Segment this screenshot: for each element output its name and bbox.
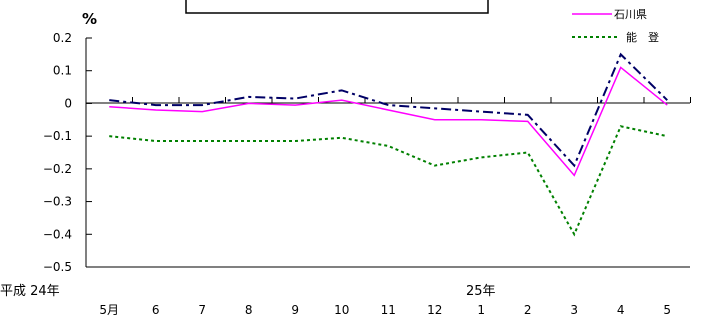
legend-label-noto: 能 登 <box>626 30 659 44</box>
legend-label-ishikawa: 石川県 <box>614 8 647 21</box>
series-lines <box>109 52 668 237</box>
y-tick-label: 0.2 <box>53 31 72 45</box>
x-tick-label: 11 <box>381 303 396 317</box>
x-tick-label: 12 <box>427 303 442 317</box>
series-line-2 <box>109 52 668 168</box>
y-tick-label: −0.2 <box>43 162 72 176</box>
x-tick-label: 5 <box>663 303 671 317</box>
y-tick-label: −0.4 <box>43 227 72 241</box>
x-tick-label: 4 <box>617 303 625 317</box>
x-tick-label: 8 <box>245 303 253 317</box>
legend: 石川県 能 登 <box>572 8 659 44</box>
series-line-1 <box>109 125 668 237</box>
x-tick-label: 2 <box>524 303 532 317</box>
x-labels: 5月 6 7 8 9 10 11 12 1 2 3 4 5 <box>99 303 671 317</box>
y-tick-label: −0.3 <box>43 195 72 209</box>
unit-label: % <box>82 10 97 28</box>
y-tick-label: 0 <box>64 96 72 110</box>
year-label: 25年 <box>466 284 496 299</box>
y-tick-label: −0.1 <box>43 129 72 143</box>
x-tick-label: 10 <box>334 303 349 317</box>
y-tick-label: −0.5 <box>43 260 72 274</box>
x-tick-label: 6 <box>152 303 160 317</box>
era-label: 平成 24年 <box>0 284 60 299</box>
x-tick-label: 3 <box>570 303 578 317</box>
title-box <box>185 0 489 14</box>
x-tick-label: 5月 <box>99 303 119 317</box>
x-tick-label: 1 <box>477 303 485 317</box>
x-tick-label: 7 <box>198 303 206 317</box>
y-tick-label: 0.1 <box>53 64 72 78</box>
y-ticks: 0.2 0.1 0 −0.1 −0.2 −0.3 −0.4 −0.5 <box>43 31 92 274</box>
series-line-0 <box>109 66 668 177</box>
x-tick-label: 9 <box>291 303 299 317</box>
